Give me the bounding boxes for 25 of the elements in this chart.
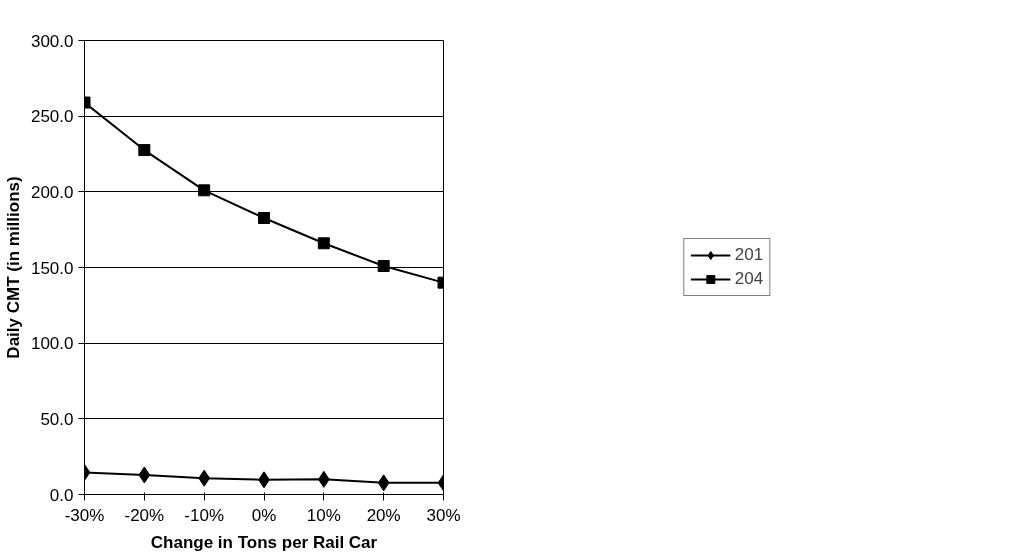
y-axis-title: Daily CMT (in millions) [3,176,23,359]
y-tick-label: 0.0 [49,485,74,505]
x-tick-label: -30% [64,505,105,525]
legend-label: 201 [734,245,764,265]
x-tick-label: 10% [306,505,341,525]
point [377,474,390,492]
point [198,184,211,197]
y-tick-label: 300.0 [30,31,74,51]
y-tick-label: 200.0 [30,182,74,202]
x-tick-label: -20% [124,505,165,525]
point [138,466,151,484]
x-tick-label: 0% [251,505,277,525]
y-tick-label: 150.0 [30,258,74,278]
x-axis-title: Change in Tons per Rail Car [150,532,378,552]
legend-label: 204 [734,269,764,289]
point [138,144,151,157]
x-tick-label: 20% [366,505,401,525]
x-tick-label: -10% [184,505,225,525]
point [317,237,330,250]
y-tick-label: 250.0 [30,107,74,127]
point [377,259,390,272]
y-tick-label: 100.0 [30,334,74,354]
x-tick-label: 30% [426,505,461,525]
y-tick-label: 50.0 [40,409,74,429]
point [258,212,270,225]
